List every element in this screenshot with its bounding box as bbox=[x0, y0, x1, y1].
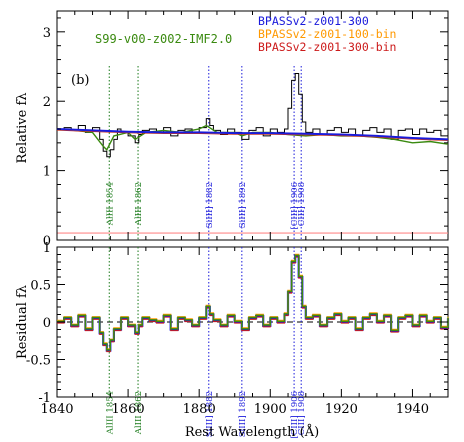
legend-entry-2: BPASSv2-z001-100-bin bbox=[258, 27, 396, 41]
legend-entry-3: BPASSv2-z001-300-bin bbox=[258, 40, 396, 54]
bottom-xtick-label-3: 1900 bbox=[254, 402, 287, 417]
series-observed bbox=[57, 73, 449, 158]
line-marker-label-top-5: CIII] 1908 bbox=[297, 182, 307, 226]
line-marker-label-bottom-4: [CIII] 1906 bbox=[290, 391, 300, 439]
line-marker-label-top-2: SiIII] 1882 bbox=[205, 182, 215, 228]
bottom-x-ticks: 1840 1860 1880 1900 1920 1940 bbox=[40, 247, 449, 417]
bottom-xtick-label-4: 1920 bbox=[325, 402, 358, 417]
bottom-ytick-label-2: 0 bbox=[43, 316, 51, 331]
top-ytick-label-2: 2 bbox=[43, 95, 51, 110]
bottom-y-ticks: -1 -0.5 0 0.5 1 bbox=[26, 241, 448, 406]
top-series-group bbox=[56, 73, 449, 158]
line-markers-top: AlIII 1854 AlIII 1862 SiIII] 1882 SiIII] 18… bbox=[105, 66, 307, 240]
line-marker-label-top-4: [CIII] 1906 bbox=[290, 182, 300, 230]
legend-entry-1: BPASSv2-z001-300 bbox=[258, 14, 369, 28]
residual-bpass-100-bin bbox=[57, 253, 449, 350]
top-ytick-label-3: 3 bbox=[43, 26, 51, 41]
top-y-ticks: 0 1 2 3 bbox=[43, 17, 448, 249]
bottom-ytick-label-3: 0.5 bbox=[30, 279, 51, 294]
line-marker-label-bottom-0: AlIII 1854 bbox=[105, 391, 115, 435]
top-panel: AlIII 1854 AlIII 1862 SiIII] 1882 SiIII] 18… bbox=[15, 10, 449, 249]
line-marker-label-bottom-1: AlIII 1862 bbox=[134, 391, 144, 435]
line-marker-label-top-1: AlIII 1862 bbox=[134, 182, 144, 226]
top-y-axis-label: Relative fλ bbox=[15, 93, 30, 164]
top-x-ticks bbox=[56, 11, 449, 240]
bottom-ytick-label-4: 1 bbox=[43, 241, 51, 256]
top-ytick-label-1: 1 bbox=[43, 165, 51, 180]
x-axis-label: Rest Wavelength (Å) bbox=[185, 424, 319, 440]
residual-s99-model bbox=[57, 254, 449, 351]
model-label: S99-v00-z002-IMF2.0 bbox=[95, 32, 232, 46]
line-marker-label-top-3: SiIII] 1892 bbox=[238, 182, 248, 228]
line-marker-label-bottom-3: SiIII] 1892 bbox=[238, 391, 248, 437]
bottom-xtick-label-5: 1940 bbox=[396, 402, 429, 417]
residual-bpass-300 bbox=[57, 254, 450, 352]
line-marker-label-bottom-5: CIII] 1908 bbox=[297, 391, 307, 435]
series-bpass-300 bbox=[56, 128, 449, 141]
bottom-panel: AlIII 1854 AlIII 1862 SiIII] 1882 SiIII] 18… bbox=[15, 241, 450, 440]
bottom-ytick-label-0: -1 bbox=[38, 391, 51, 406]
bottom-y-axis-label: Residual fλ bbox=[15, 285, 30, 359]
bottom-xtick-label-1: 1860 bbox=[112, 402, 145, 417]
line-marker-label-top-0: AlIII 1854 bbox=[105, 182, 115, 226]
bottom-ytick-label-1: -0.5 bbox=[26, 354, 51, 369]
panel-label: (b) bbox=[71, 73, 89, 88]
line-marker-label-bottom-2: SiIII] 1882 bbox=[205, 391, 215, 437]
residual-bpass-300-bin bbox=[57, 256, 449, 353]
top-ytick-label-0: 0 bbox=[43, 234, 51, 249]
bottom-xtick-label-0: 1840 bbox=[40, 402, 73, 417]
bottom-series-group bbox=[57, 253, 450, 353]
bottom-xtick-label-2: 1880 bbox=[183, 402, 216, 417]
